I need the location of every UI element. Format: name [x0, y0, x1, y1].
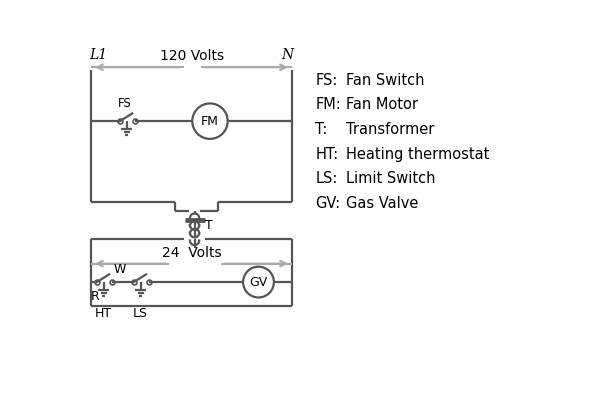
- Text: 24  Volts: 24 Volts: [162, 246, 222, 260]
- Text: N: N: [282, 48, 294, 62]
- Text: Gas Valve: Gas Valve: [346, 196, 419, 211]
- Text: L1: L1: [89, 48, 107, 62]
- Text: HT: HT: [95, 307, 112, 320]
- Text: W: W: [114, 263, 126, 276]
- Text: 120 Volts: 120 Volts: [160, 49, 224, 63]
- Text: HT:: HT:: [316, 147, 339, 162]
- Text: Heating thermostat: Heating thermostat: [346, 147, 490, 162]
- Text: R: R: [91, 290, 100, 303]
- Text: FS: FS: [117, 97, 132, 110]
- Text: LS: LS: [133, 307, 148, 320]
- Text: LS:: LS:: [316, 171, 338, 186]
- Text: FM:: FM:: [316, 98, 341, 112]
- Text: Fan Motor: Fan Motor: [346, 98, 418, 112]
- Text: T: T: [205, 218, 213, 232]
- Text: T:: T:: [316, 122, 328, 137]
- Text: GV: GV: [250, 276, 268, 288]
- Text: Fan Switch: Fan Switch: [346, 73, 425, 88]
- Text: FM: FM: [201, 115, 219, 128]
- Text: FS:: FS:: [316, 73, 338, 88]
- Text: Transformer: Transformer: [346, 122, 435, 137]
- Text: Limit Switch: Limit Switch: [346, 171, 436, 186]
- Text: GV:: GV:: [316, 196, 340, 211]
